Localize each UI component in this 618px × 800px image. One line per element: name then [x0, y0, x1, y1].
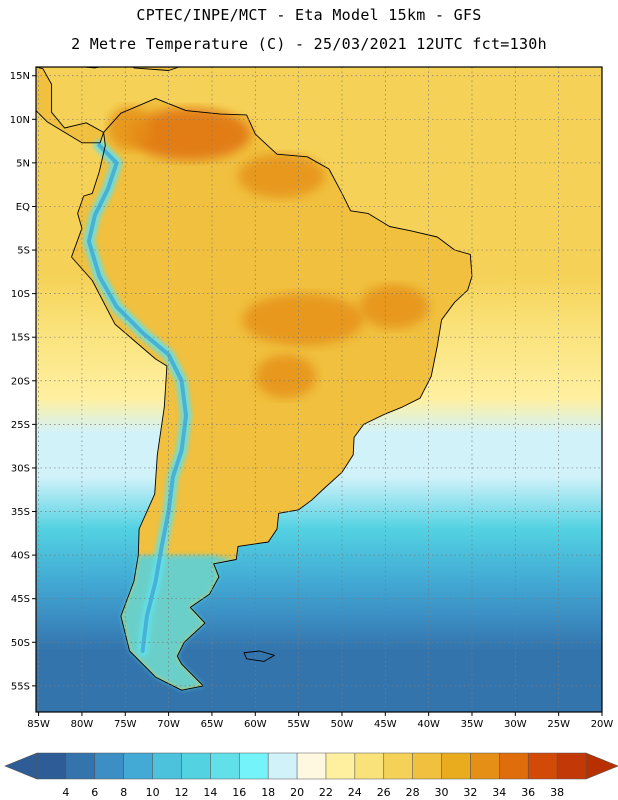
colorbar-label: 32 [463, 786, 477, 799]
lon-tick-label: 30W [504, 719, 527, 730]
colorbar-left-arrow [4, 752, 38, 780]
colorbar-swatch [354, 753, 385, 779]
colorbar-label: 10 [146, 786, 160, 799]
map-frame [35, 66, 603, 713]
colorbar-swatch [94, 753, 124, 779]
lat-tick-label: 10N [10, 115, 30, 126]
warm-spot-pantanal [255, 354, 316, 399]
colorbar-swatch [528, 753, 558, 779]
lon-tick-label: 55W [287, 719, 310, 730]
warm-spot-piaui-bahia [359, 284, 429, 329]
land-central-america [36, 67, 104, 143]
longitude-axis: 85W 80W 75W 70W 65W 60W 55W 50W 45W 40W 35W 30W 25W 2… [27, 712, 613, 730]
colorbar-label: 4 [62, 786, 69, 799]
warm-spot-guianas [237, 154, 325, 198]
colorbar-swatch [325, 753, 356, 779]
coastline-hispaniola [132, 67, 181, 71]
colorbar-label: 36 [521, 786, 535, 799]
colorbar-label: 12 [175, 786, 189, 799]
colorbar-label: 16 [232, 786, 246, 799]
colorbar-swatch [152, 753, 182, 779]
lon-tick-label: 60W [244, 719, 267, 730]
lon-tick-label: 85W [27, 719, 50, 730]
lat-tick-label: 5S [17, 246, 30, 257]
lat-tick-label: 25S [11, 420, 30, 431]
lon-tick-label: 25W [547, 719, 570, 730]
colorbar-label: 28 [406, 786, 420, 799]
colorbar-swatch [499, 753, 529, 779]
coastline-layer [36, 67, 473, 691]
colorbar-label: 20 [290, 786, 304, 799]
warm-spot-mato-grosso-north [242, 293, 364, 346]
lat-tick-label: 55S [11, 681, 30, 692]
lat-tick-label: 40S [11, 551, 30, 562]
lon-tick-label: 40W [417, 719, 440, 730]
colorbar-label: 18 [261, 786, 275, 799]
andes-cold-core [86, 143, 188, 653]
map-title-line-2: 2 Metre Temperature (C) - 25/03/2021 12U… [71, 35, 547, 53]
warm-anomaly-layer [107, 106, 429, 399]
lon-tick-label: 70W [157, 719, 180, 730]
warm-spot-colombia-north [107, 106, 152, 150]
map-field [36, 67, 602, 712]
colorbar-swatch [441, 753, 471, 779]
colorbar-swatch [65, 753, 96, 779]
lat-tick-label: 20S [11, 376, 30, 387]
colorbar-swatch [123, 753, 153, 779]
colorbar-label: 26 [377, 786, 391, 799]
colorbar-label: 6 [91, 786, 98, 799]
coastline-south-america [71, 97, 473, 691]
lat-tick-label: 15S [11, 333, 30, 344]
colorbar-label: 14 [203, 786, 217, 799]
lon-tick-label: 75W [114, 719, 137, 730]
lon-tick-label: 50W [331, 719, 354, 730]
coastline-cuba [78, 67, 102, 69]
coastline-central-america [36, 67, 105, 144]
lat-tick-label: 5N [16, 158, 30, 169]
colorbar-swatch [297, 753, 327, 779]
lon-tick-label: 80W [71, 719, 94, 730]
colorbar-label: 30 [435, 786, 449, 799]
colorbar-swatch [210, 753, 240, 779]
lat-tick-label: 30S [11, 463, 30, 474]
lat-tick-label: 45S [11, 594, 30, 605]
lon-tick-label: 20W [591, 719, 614, 730]
colorbar-right-arrow [585, 752, 618, 780]
colorbar: 4 6 8 10 12 14 16 18 20 22 24 26 28 30 32 34 36 38 [4, 752, 618, 799]
land-falklands [244, 651, 275, 662]
colorbar-swatch [470, 753, 500, 779]
lat-tick-label: 10S [11, 289, 30, 300]
map-title-line-1: CPTEC/INPE/MCT - Eta Model 15km - GFS [136, 6, 482, 24]
lon-tick-label: 35W [461, 719, 484, 730]
lon-tick-label: 45W [374, 719, 397, 730]
lat-tick-label: 35S [11, 507, 30, 518]
colorbar-swatch [557, 753, 587, 779]
lat-tick-label: 15N [10, 71, 30, 82]
andes-cold-layer [83, 139, 192, 657]
lat-tick-label: 50S [11, 638, 30, 649]
land-hispaniola [133, 67, 179, 71]
colorbar-label: 24 [348, 786, 362, 799]
lat-tick-label: EQ [16, 202, 30, 213]
colorbar-label: 8 [120, 786, 127, 799]
colorbar-swatch [239, 753, 269, 779]
coastline-falklands [243, 650, 275, 662]
colorbar-label: 38 [550, 786, 564, 799]
colorbar-swatch [37, 753, 67, 779]
colorbar-swatch [268, 753, 298, 779]
colorbar-swatch [383, 753, 413, 779]
lon-tick-label: 65W [201, 719, 224, 730]
colorbar-swatch [412, 753, 442, 779]
warm-spot-venezuela-llanos [129, 107, 251, 161]
colorbar-label: 22 [319, 786, 333, 799]
colorbar-label: 34 [492, 786, 506, 799]
latitude-axis: 15N 10N 5N EQ 5S 10S 15S 20S 25S 30S 35S 40S 45S 50S 5… [10, 71, 36, 692]
colorbar-swatch [181, 753, 211, 779]
